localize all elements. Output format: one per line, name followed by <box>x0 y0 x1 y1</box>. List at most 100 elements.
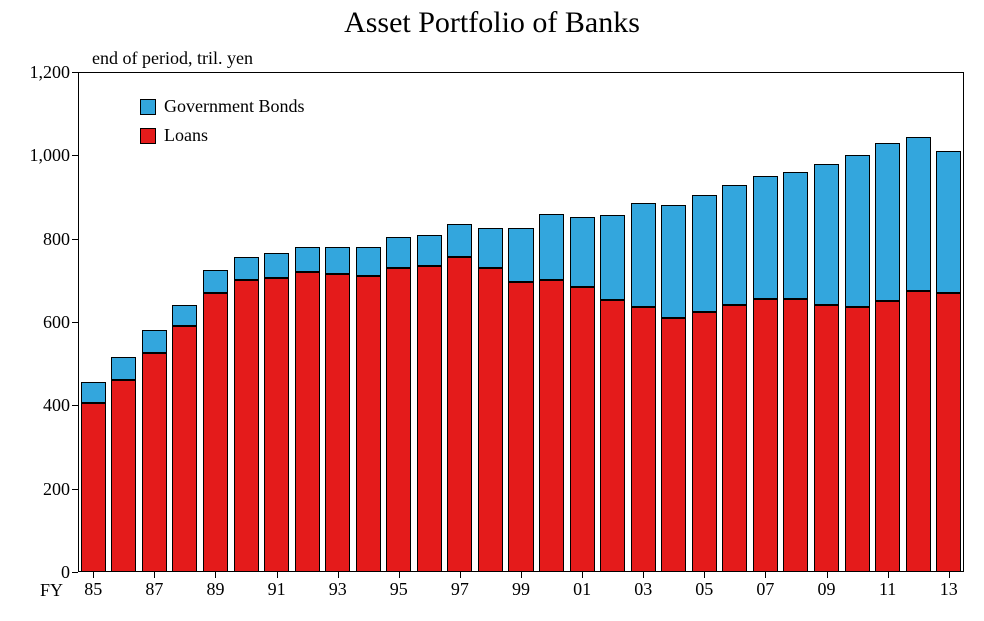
x-tick-mark <box>949 572 950 578</box>
legend-item: Government Bonds <box>140 96 304 117</box>
bar-segment <box>753 299 778 572</box>
legend: Government Bonds Loans <box>140 96 304 154</box>
x-tick-label: 03 <box>634 580 652 598</box>
bar-segment <box>814 164 839 306</box>
bar-segment <box>661 318 686 572</box>
x-tick-label: 95 <box>390 580 408 598</box>
bar-segment <box>508 228 533 282</box>
bar-segment <box>661 205 686 318</box>
bar-segment <box>264 253 289 278</box>
chart-title: Asset Portfolio of Banks <box>0 6 984 40</box>
bar-segment <box>447 224 472 257</box>
chart-subtitle: end of period, tril. yen <box>92 48 253 69</box>
x-tick-label: 85 <box>84 580 102 598</box>
bar-segment <box>722 185 747 306</box>
x-tick-label: 97 <box>451 580 469 598</box>
bar-segment <box>325 247 350 274</box>
bar-segment <box>631 203 656 307</box>
bar-segment <box>356 247 381 276</box>
x-tick-mark <box>765 572 766 578</box>
legend-swatch <box>140 128 156 144</box>
bar-segment <box>722 305 747 572</box>
x-tick-mark <box>888 572 889 578</box>
bar-segment <box>906 291 931 572</box>
bar-segment <box>845 307 870 572</box>
x-axis-prefix: FY <box>40 580 63 601</box>
bar-segment <box>692 312 717 572</box>
bar-segment <box>234 280 259 572</box>
x-tick-mark <box>154 572 155 578</box>
y-tick-label: 1,000 <box>10 146 70 164</box>
bar-segment <box>936 293 961 572</box>
x-tick-label: 99 <box>512 580 530 598</box>
bar-segment <box>417 235 442 266</box>
bar-segment <box>203 293 228 572</box>
bar-segment <box>539 280 564 572</box>
bar-segment <box>783 172 808 299</box>
bar-segment <box>875 143 900 301</box>
x-tick-mark <box>460 572 461 578</box>
bar-segment <box>172 305 197 326</box>
bar-segment <box>631 307 656 572</box>
bar-segment <box>814 305 839 572</box>
x-tick-label: 87 <box>145 580 163 598</box>
bar-segment <box>142 353 167 572</box>
bar-segment <box>478 268 503 572</box>
x-tick-label: 93 <box>329 580 347 598</box>
x-tick-label: 13 <box>940 580 958 598</box>
x-tick-label: 91 <box>268 580 286 598</box>
bar-segment <box>600 300 625 572</box>
bar-segment <box>906 137 931 291</box>
x-tick-label: 89 <box>206 580 224 598</box>
bar-segment <box>234 257 259 280</box>
y-tick-mark <box>72 239 78 240</box>
y-tick-label: 0 <box>10 563 70 581</box>
bar-segment <box>203 270 228 293</box>
x-tick-mark <box>704 572 705 578</box>
x-tick-label: 05 <box>695 580 713 598</box>
bar-segment <box>81 382 106 403</box>
legend-label: Government Bonds <box>164 96 304 117</box>
x-tick-mark <box>399 572 400 578</box>
chart-container: Asset Portfolio of Banks end of period, … <box>0 0 984 621</box>
x-tick-mark <box>521 572 522 578</box>
bar-segment <box>386 268 411 572</box>
bar-segment <box>111 380 136 572</box>
bar-segment <box>692 195 717 312</box>
bar-segment <box>845 155 870 307</box>
bar-segment <box>417 266 442 572</box>
x-tick-mark <box>827 572 828 578</box>
bar-segment <box>783 299 808 572</box>
bar-segment <box>936 151 961 293</box>
y-tick-mark <box>72 489 78 490</box>
x-tick-label: 07 <box>756 580 774 598</box>
bar-segment <box>111 357 136 380</box>
legend-label: Loans <box>164 125 208 146</box>
bar-segment <box>386 237 411 268</box>
y-tick-mark <box>72 155 78 156</box>
bar-segment <box>356 276 381 572</box>
bar-segment <box>753 176 778 299</box>
x-tick-label: 11 <box>879 580 896 598</box>
bar-segment <box>478 228 503 268</box>
legend-swatch <box>140 99 156 115</box>
y-tick-label: 400 <box>10 396 70 414</box>
y-tick-label: 600 <box>10 313 70 331</box>
x-tick-mark <box>582 572 583 578</box>
y-tick-label: 1,200 <box>10 63 70 81</box>
bar-segment <box>325 274 350 572</box>
x-tick-mark <box>93 572 94 578</box>
x-tick-mark <box>277 572 278 578</box>
bar-segment <box>570 217 595 287</box>
y-tick-mark <box>72 322 78 323</box>
bar-segment <box>295 247 320 272</box>
x-tick-label: 09 <box>818 580 836 598</box>
bar-segment <box>142 330 167 353</box>
legend-item: Loans <box>140 125 304 146</box>
bar-segment <box>295 272 320 572</box>
y-tick-label: 800 <box>10 230 70 248</box>
bar-segment <box>875 301 900 572</box>
x-tick-mark <box>215 572 216 578</box>
x-tick-mark <box>338 572 339 578</box>
bar-segment <box>172 326 197 572</box>
